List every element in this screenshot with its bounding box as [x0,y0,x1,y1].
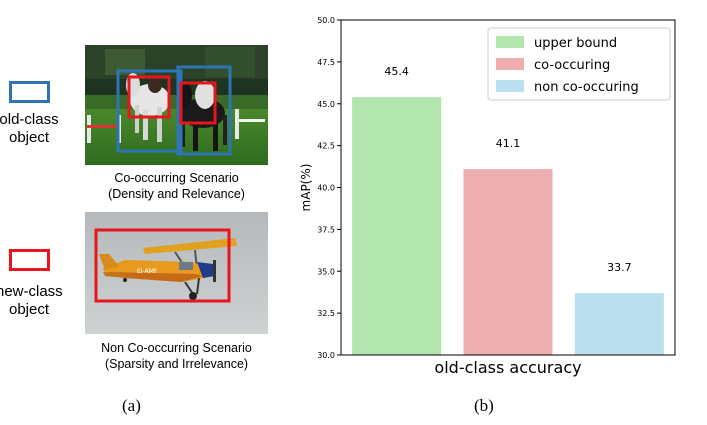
panel-a-label: (a) [122,396,141,415]
chart-legend: upper bound co-occuring non co-occuring [487,27,671,101]
legend-frame [487,27,671,101]
legend-swatch [496,36,524,48]
top-caption: Co-occurring Scenario (Density and Relev… [108,171,245,201]
y-tick-label: 40.0 [317,184,335,193]
new-class-label: new-class object [0,283,63,318]
bar-value-label: 41.1 [496,137,521,150]
y-tick-label: 37.5 [317,225,335,234]
y-tick-label: 35.0 [317,267,335,276]
y-tick-label: 30.0 [317,351,335,360]
old-class-legend-box [9,81,50,103]
legend-label: co-occuring [534,58,610,73]
legend-label: non co-occuring [534,80,639,95]
horse-photo [85,45,268,165]
horse-scene-image [85,45,268,165]
legend-swatch [496,58,524,70]
bar-value-labels: 45.4 41.1 33.7 [384,65,631,274]
x-axis-label: old-class accuracy [434,358,581,377]
plot-frame [340,19,676,356]
legend-label: upper bound [534,36,617,51]
bar-chart: 30.0 32.5 35.0 37.5 40.0 42.5 45.0 47.5 50.0 45.… [299,16,676,377]
new-class-legend-box [9,249,50,271]
bar-upper-bound [352,97,442,356]
legend-swatch [496,80,524,92]
old-class-label: old-class object [0,111,59,146]
y-axis-label: mAP(%) [299,164,313,212]
airplane-photo: EI-AMF [85,212,268,334]
bar-non-co-occuring [574,293,664,355]
y-tick-label: 42.5 [317,142,335,151]
bars [352,97,664,356]
airplane-registration: EI-AMF [137,268,158,275]
y-tick-label: 32.5 [317,309,335,318]
bar-value-label: 45.4 [384,65,409,78]
y-axis-ticks: 30.0 32.5 35.0 37.5 40.0 42.5 45.0 47.5 50.0 [317,16,341,360]
bar-value-label: 33.7 [607,261,632,274]
y-tick-label: 47.5 [317,58,335,67]
y-tick-label: 45.0 [317,100,335,109]
bottom-caption: Non Co-occurring Scenario (Sparsity and … [101,341,252,371]
y-tick-label: 50.0 [317,16,335,25]
airplane-scene-image: EI-AMF [85,212,268,334]
bar-co-occuring [463,169,553,355]
panel-b-label: (b) [474,396,494,415]
